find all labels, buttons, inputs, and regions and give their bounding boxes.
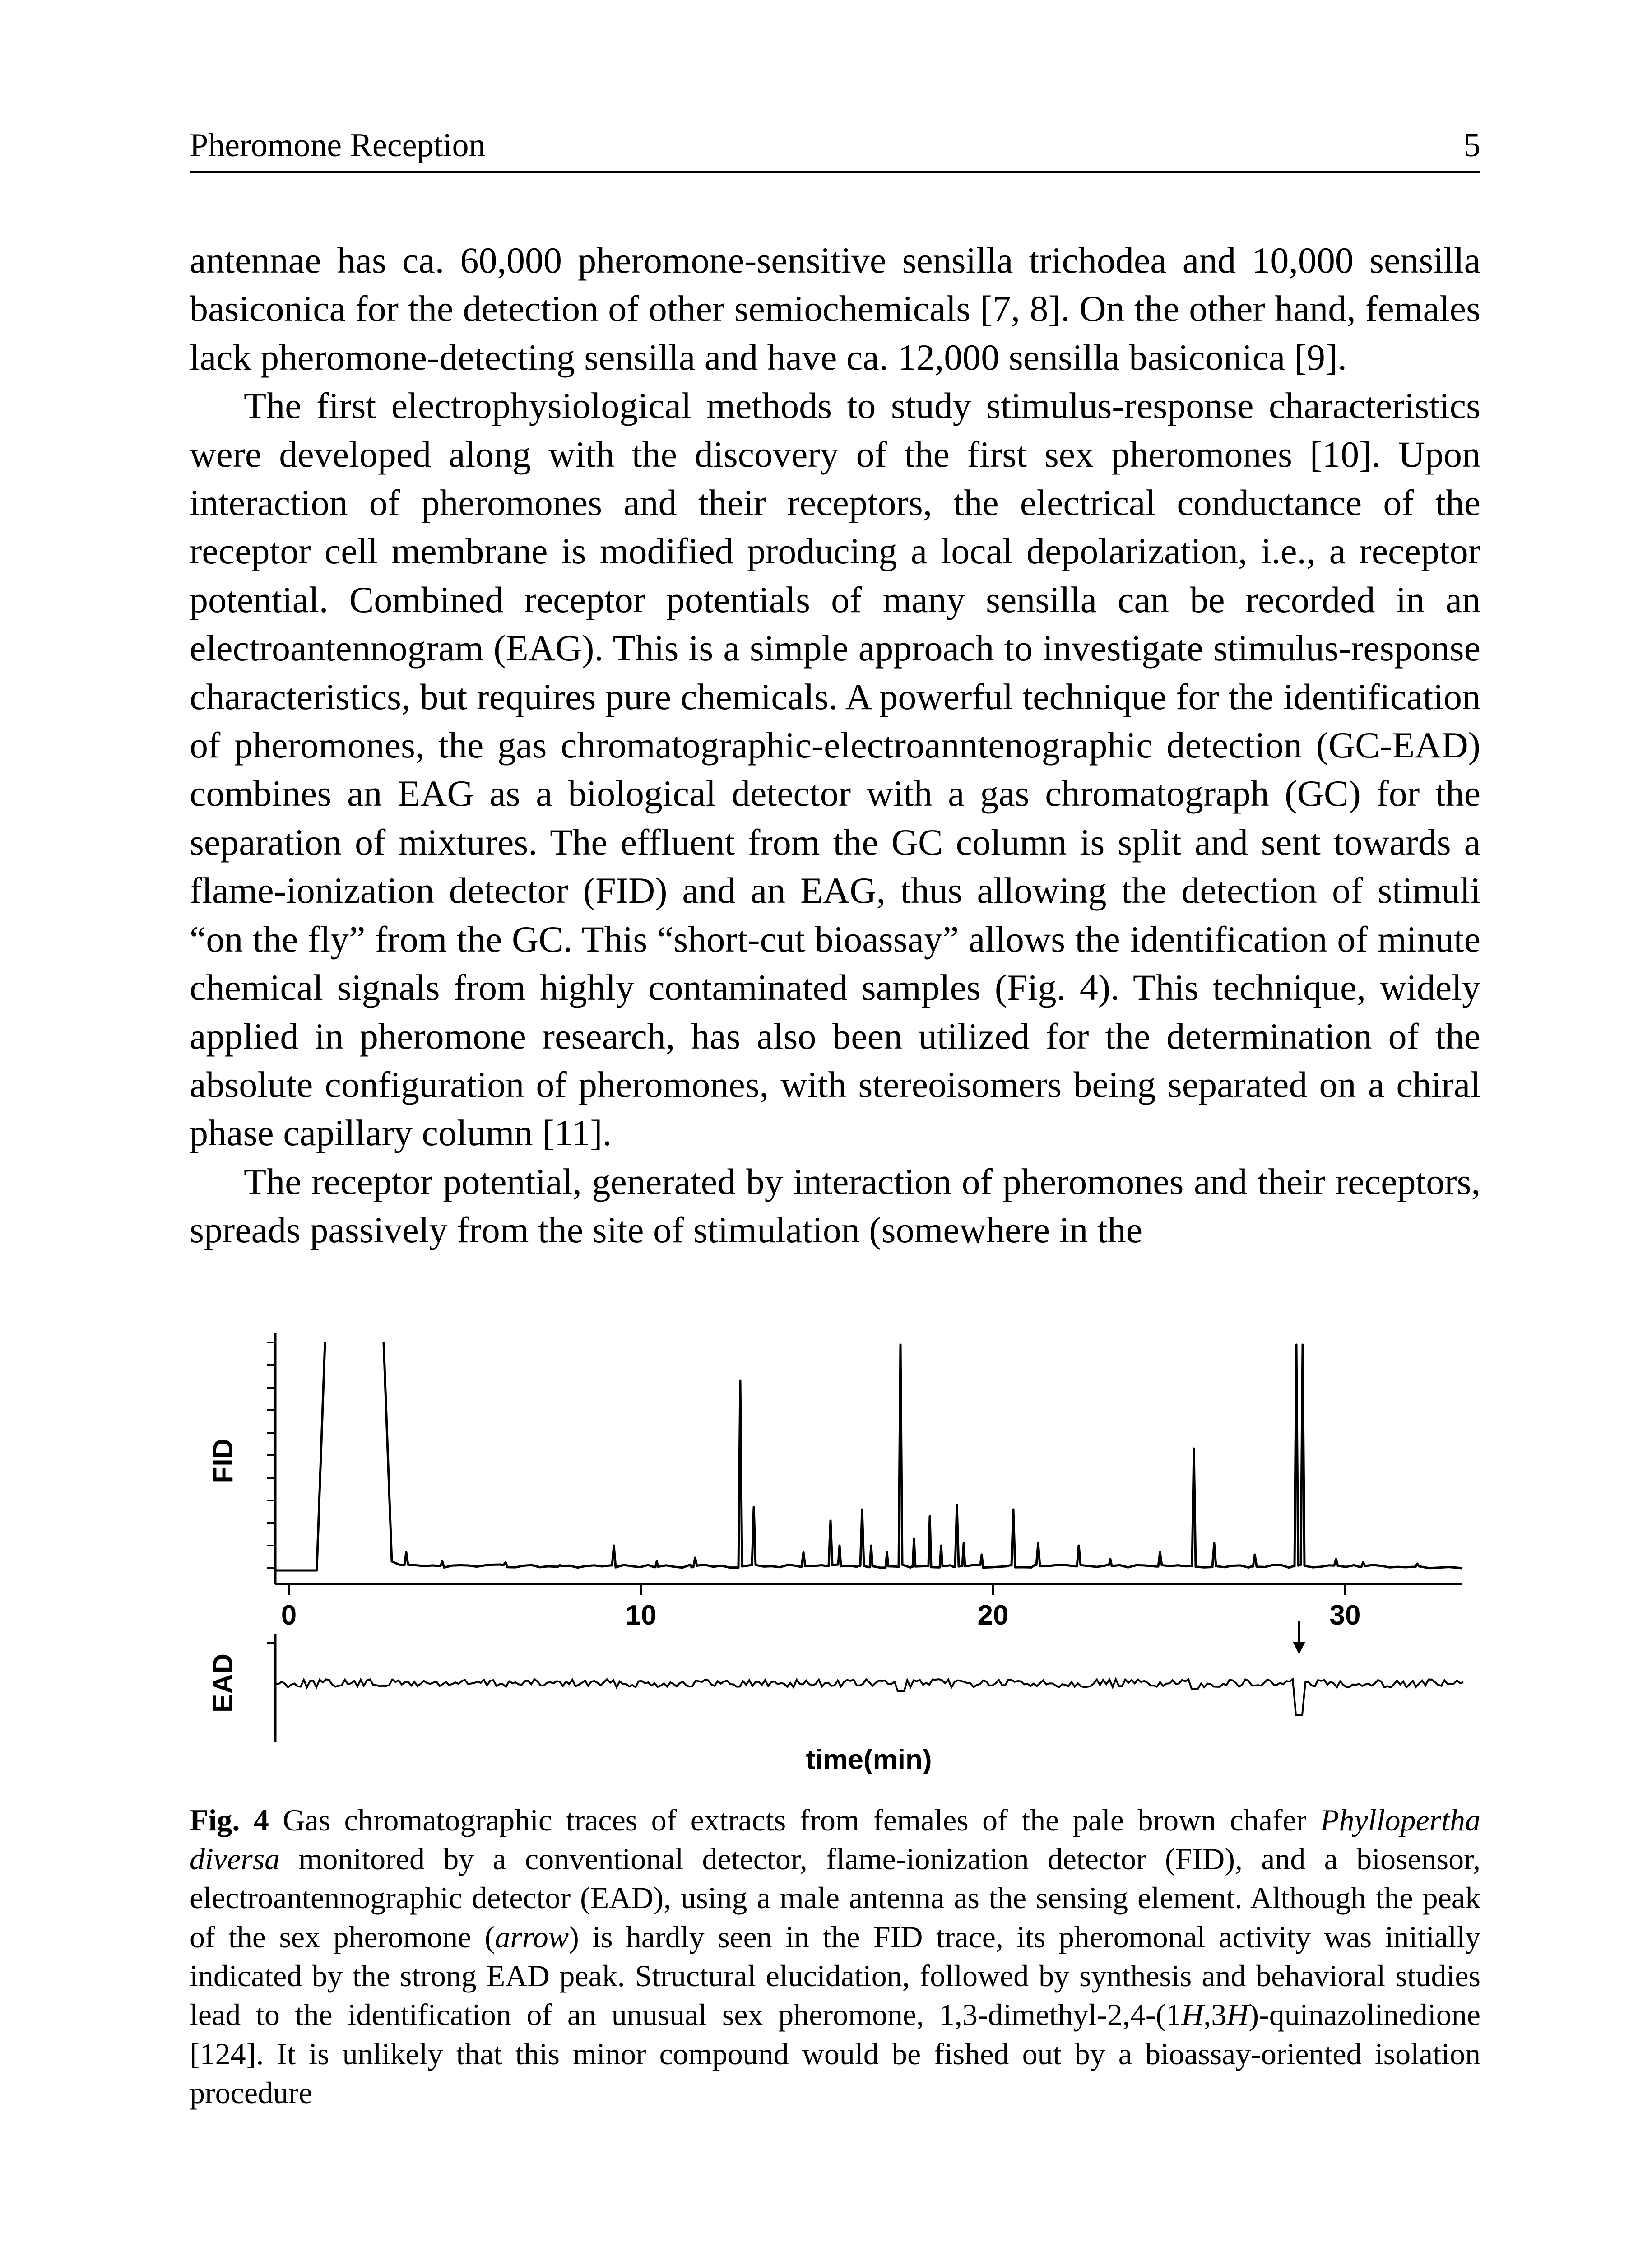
paragraph-2: The first electrophysiological methods t…	[190, 381, 1480, 1157]
page: Pheromone Reception 5 antennae has ca. 6…	[0, 0, 1652, 2257]
figure-label: Fig. 4	[190, 1803, 269, 1837]
cap-h1: H	[1181, 1997, 1203, 2032]
svg-text:10: 10	[626, 1600, 657, 1631]
cap-mid3: ,3	[1203, 1997, 1226, 2032]
cap-pre: Gas chromatographic traces of extracts f…	[269, 1803, 1320, 1837]
body-text: antennae has ca. 60,000 pheromone-sensit…	[190, 236, 1480, 1254]
paragraph-3: The receptor potential, generated by int…	[190, 1157, 1480, 1254]
running-head: Pheromone Reception 5	[190, 126, 1480, 173]
page-number: 5	[1464, 126, 1480, 165]
svg-text:time(min): time(min)	[806, 1744, 932, 1774]
cap-arrow-word: arrow	[495, 1920, 569, 1954]
svg-text:30: 30	[1330, 1600, 1361, 1631]
running-head-title: Pheromone Reception	[190, 126, 486, 165]
paragraph-1: antennae has ca. 60,000 pheromone-sensit…	[190, 236, 1480, 381]
svg-text:0: 0	[281, 1600, 297, 1631]
figure-caption: Fig. 4 Gas chromatographic traces of ext…	[190, 1801, 1480, 2113]
svg-text:FID: FID	[208, 1438, 239, 1483]
gc-ead-chart: FID 0 10 20 30 EAD time(min)	[190, 1309, 1480, 1774]
cap-h2: H	[1226, 1997, 1248, 2032]
svg-text:20: 20	[978, 1600, 1009, 1631]
figure-4: FID 0 10 20 30 EAD time(min) Fig. 4 Gas chroma…	[190, 1309, 1480, 2113]
svg-text:EAD: EAD	[208, 1653, 239, 1713]
